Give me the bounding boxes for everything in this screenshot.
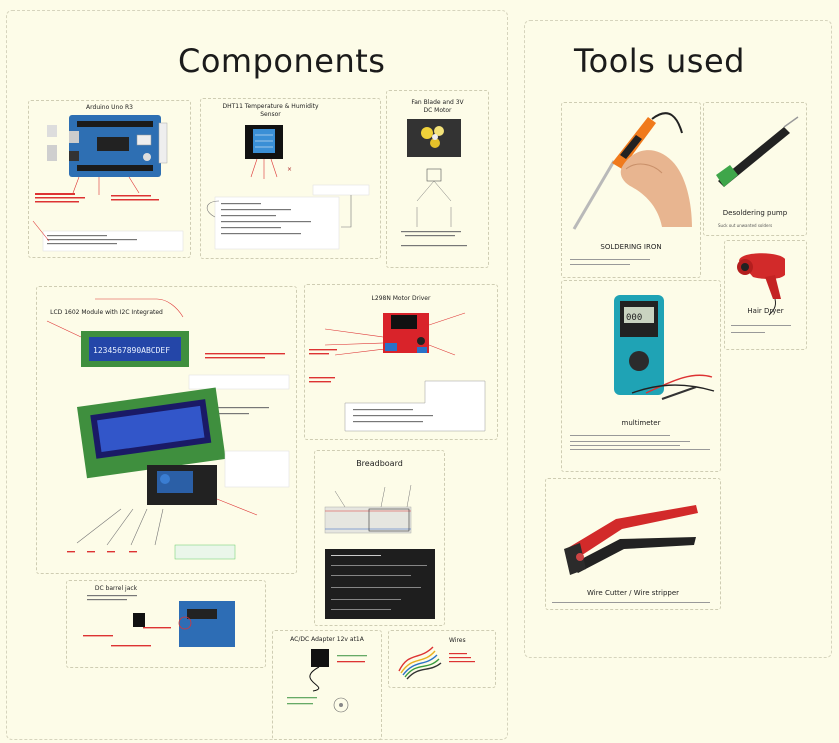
wire-cutter-note [552,601,717,603]
desoldering-pump-label: Desoldering pump [722,209,788,217]
wires-card: Wires [388,630,496,688]
breadboard-card: Breadboard [314,450,445,626]
wires-title: Wires [449,637,466,644]
svg-text:×: × [287,166,292,173]
fan-card: Fan Blade and 3V DC Motor [386,90,489,268]
multimeter-icon: 000 [614,295,715,400]
wire-stripper-icon [564,505,698,575]
lcd-title: LCD 1602 Module with I2C Integrated [50,309,163,316]
lcd-module-icon: 1234567890ABCDEF [46,298,290,560]
l298n-card: L298N Motor Driver [304,284,498,440]
fan-title: Fan Blade and 3V DC Motor [411,99,464,114]
hair-dryer-label: Hair Dryer [747,307,784,315]
tools-panel [524,20,832,658]
dht11-title: DHT11 Temperature & Humidity Sensor [222,103,319,118]
breadboard-icon [324,484,435,619]
desoldering-pump-note: Suck out unwanted solders [718,223,773,228]
motor-driver-icon [309,312,486,432]
l298n-title: L298N Motor Driver [371,295,431,302]
components-heading: Components [178,42,386,80]
fan-icon [401,119,467,247]
lcd-screen-text: 1234567890ABCDEF [93,346,170,355]
multimeter-card: 000 multimeter [561,280,721,472]
desoldering-pump-card: Desoldering pump Suck out unwanted solde… [703,102,807,236]
wires-icon [398,646,475,680]
multimeter-label: multimeter [621,419,661,427]
multimeter-note [570,433,715,450]
barrel-jack-icon [83,595,235,647]
soldering-iron-icon [572,112,692,230]
breadboard-title: Breadboard [356,459,403,468]
dht11-card: DHT11 Temperature & Humidity Sensor × [200,98,381,259]
hair-dryer-note [731,323,801,333]
power-adapter-icon [287,649,367,713]
tools-heading: Tools used [574,42,745,80]
wire-cutter-label: Wire Cutter / Wire stripper [586,589,680,597]
hair-dryer-icon [737,253,785,316]
barrel-jack-card: DC barrel jack [66,580,266,668]
soldering-iron-label: SOLDERING IRON [600,243,662,251]
arduino-uno-title: Arduino Uno R3 [86,104,133,111]
adapter-title: AC/DC Adapter 12v at1A [290,636,364,643]
soldering-iron-card: SOLDERING IRON [561,102,701,278]
svg-text:000: 000 [626,313,642,323]
arduino-board-icon [32,115,184,252]
barrel-jack-title: DC barrel jack [94,585,138,592]
hair-dryer-card: Hair Dryer [724,240,807,350]
soldering-iron-note [570,257,680,265]
sensor-icon: × [206,125,370,250]
lcd-card: LCD 1602 Module with I2C Integrated 1234… [36,286,297,574]
components-panel [6,10,508,740]
wire-cutter-card: Wire Cutter / Wire stripper [545,478,721,610]
desoldering-pump-icon [716,116,799,187]
adapter-card: AC/DC Adapter 12v at1A [272,630,382,740]
arduino-uno-card: Arduino Uno R3 [28,100,191,258]
